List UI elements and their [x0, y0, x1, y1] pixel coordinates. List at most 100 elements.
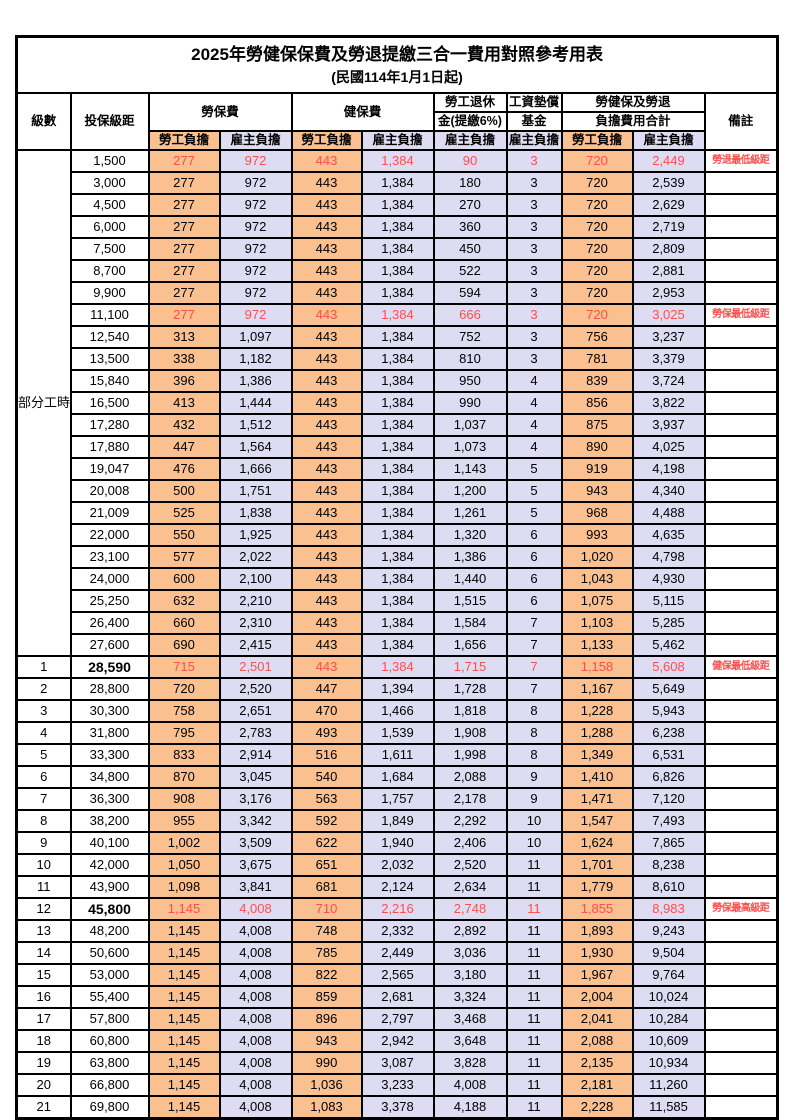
remark-cell — [703, 479, 779, 503]
remark-cell: 勞保最低級距 — [703, 303, 779, 327]
remark-cell — [703, 501, 779, 525]
total-employee-cell: 1,075 — [560, 589, 634, 613]
total-employee-cell: 1,547 — [560, 809, 634, 833]
table-row: 26,400 660 2,310 443 1,384 1,584 7 1,103 5,285 — [17, 611, 779, 635]
total-employer-cell: 9,764 — [631, 963, 706, 987]
total-employee-cell: 1,967 — [560, 963, 634, 987]
table-row: 5 33,300 833 2,914 516 1,611 1,998 8 1,349 6,531 — [15, 743, 779, 767]
total-employee-cell: 943 — [560, 479, 634, 503]
remark-cell — [703, 281, 779, 305]
health-employer-cell: 1,384 — [360, 215, 435, 239]
bracket-cell: 40,100 — [69, 831, 150, 855]
health-employee-cell: 540 — [290, 765, 363, 789]
total-employer-cell: 4,798 — [631, 545, 706, 569]
table-row: 4 31,800 795 2,783 493 1,539 1,908 8 1,288 6,238 — [15, 721, 779, 745]
table-row: 13 48,200 1,145 4,008 748 2,332 2,892 11 1,893 9,… — [15, 919, 779, 943]
health-employee-cell: 859 — [290, 985, 363, 1009]
labor-employer-cell: 1,564 — [218, 435, 293, 459]
labor-employee-cell: 1,145 — [147, 919, 221, 943]
pension-employer-cell: 950 — [432, 369, 508, 393]
labor-employee-cell: 313 — [147, 325, 221, 349]
labor-employee-cell: 795 — [147, 721, 221, 745]
total-employer-cell: 5,115 — [631, 589, 706, 613]
total-employee-cell: 839 — [560, 369, 634, 393]
remark-cell — [703, 611, 779, 635]
pension-employer-cell: 1,728 — [432, 677, 508, 701]
health-employee-cell: 1,036 — [290, 1073, 363, 1097]
labor-employer-cell: 4,008 — [218, 1007, 293, 1031]
labor-employer-cell: 1,386 — [218, 369, 293, 393]
remark-cell — [703, 809, 779, 833]
fund-employer-cell: 3 — [505, 193, 563, 217]
labor-employer-cell: 972 — [218, 171, 293, 195]
labor-employee-cell: 870 — [147, 765, 221, 789]
fund-employer-cell: 4 — [505, 369, 563, 393]
fund-employer-cell: 11 — [505, 1029, 563, 1053]
bracket-cell: 34,800 — [69, 765, 150, 789]
title-row: 2025年勞健保保費及勞退提繳三合一費用對照參考用表 (民國114年1月1日起) — [15, 35, 779, 94]
table-row: 24,000 600 2,100 443 1,384 1,440 6 1,043 4,930 — [17, 567, 779, 591]
labor-employee-cell: 1,145 — [147, 1029, 221, 1053]
level-cell: 8 — [15, 809, 72, 833]
labor-employee-cell: 955 — [147, 809, 221, 833]
total-employer-cell: 4,488 — [631, 501, 706, 525]
health-employee-cell: 443 — [290, 369, 363, 393]
labor-employee-cell: 277 — [147, 149, 221, 173]
level-cell: 13 — [15, 919, 72, 943]
pension-employer-cell: 3,828 — [432, 1051, 508, 1075]
header-total-top: 勞健保及勞退 — [560, 92, 706, 113]
bracket-cell: 27,600 — [69, 633, 150, 657]
health-employee-cell: 516 — [290, 743, 363, 767]
bracket-cell: 57,800 — [69, 1007, 150, 1031]
fund-employer-cell: 5 — [505, 479, 563, 503]
total-employee-cell: 1,779 — [560, 875, 634, 899]
health-employer-cell: 1,384 — [360, 149, 435, 173]
labor-employee-cell: 908 — [147, 787, 221, 811]
labor-employee-cell: 690 — [147, 633, 221, 657]
labor-employee-cell: 632 — [147, 589, 221, 613]
header-labor-employer: 雇主負擔 — [218, 130, 293, 151]
total-employee-cell: 2,181 — [560, 1073, 634, 1097]
health-employee-cell: 681 — [290, 875, 363, 899]
total-employer-cell: 8,610 — [631, 875, 706, 899]
pension-employer-cell: 2,406 — [432, 831, 508, 855]
total-employee-cell: 2,228 — [560, 1095, 634, 1120]
total-employee-cell: 720 — [560, 259, 634, 283]
labor-employer-cell: 4,008 — [218, 941, 293, 965]
pension-employer-cell: 1,656 — [432, 633, 508, 657]
health-employee-cell: 443 — [290, 237, 363, 261]
pension-employer-cell: 990 — [432, 391, 508, 415]
total-employer-cell: 3,237 — [631, 325, 706, 349]
labor-employee-cell: 476 — [147, 457, 221, 481]
fund-employer-cell: 11 — [505, 875, 563, 899]
remark-cell — [703, 743, 779, 767]
total-employer-cell: 10,934 — [631, 1051, 706, 1075]
labor-employer-cell: 3,675 — [218, 853, 293, 877]
fund-employer-cell: 3 — [505, 215, 563, 239]
table-row: 13,500 338 1,182 443 1,384 810 3 781 3,379 — [17, 347, 779, 371]
bracket-cell: 6,000 — [69, 215, 150, 239]
level-cell: 17 — [15, 1007, 72, 1031]
total-employee-cell: 993 — [560, 523, 634, 547]
bracket-cell: 24,000 — [69, 567, 150, 591]
table-row: 27,600 690 2,415 443 1,384 1,656 7 1,133 5,462 — [17, 633, 779, 657]
labor-employer-cell: 972 — [218, 259, 293, 283]
table-row: 11,100 277 972 443 1,384 666 3 720 3,025 勞保最低級距 — [17, 303, 779, 327]
fund-employer-cell: 3 — [505, 281, 563, 305]
health-employer-cell: 1,384 — [360, 501, 435, 525]
labor-employee-cell: 600 — [147, 567, 221, 591]
pension-employer-cell: 2,892 — [432, 919, 508, 943]
labor-employee-cell: 338 — [147, 347, 221, 371]
labor-employer-cell: 4,008 — [218, 1051, 293, 1075]
labor-employee-cell: 1,098 — [147, 875, 221, 899]
total-employer-cell: 4,025 — [631, 435, 706, 459]
labor-employer-cell: 3,342 — [218, 809, 293, 833]
health-employer-cell: 1,940 — [360, 831, 435, 855]
total-employer-cell: 4,930 — [631, 567, 706, 591]
header-pension-bottom: 金(提繳6%) — [432, 111, 508, 132]
table-row: 17,280 432 1,512 443 1,384 1,037 4 875 3,937 — [17, 413, 779, 437]
health-employer-cell: 2,797 — [360, 1007, 435, 1031]
table-row: 16 55,400 1,145 4,008 859 2,681 3,324 11 2,004 10… — [15, 985, 779, 1009]
labor-employer-cell: 972 — [218, 303, 293, 327]
labor-employer-cell: 2,783 — [218, 721, 293, 745]
